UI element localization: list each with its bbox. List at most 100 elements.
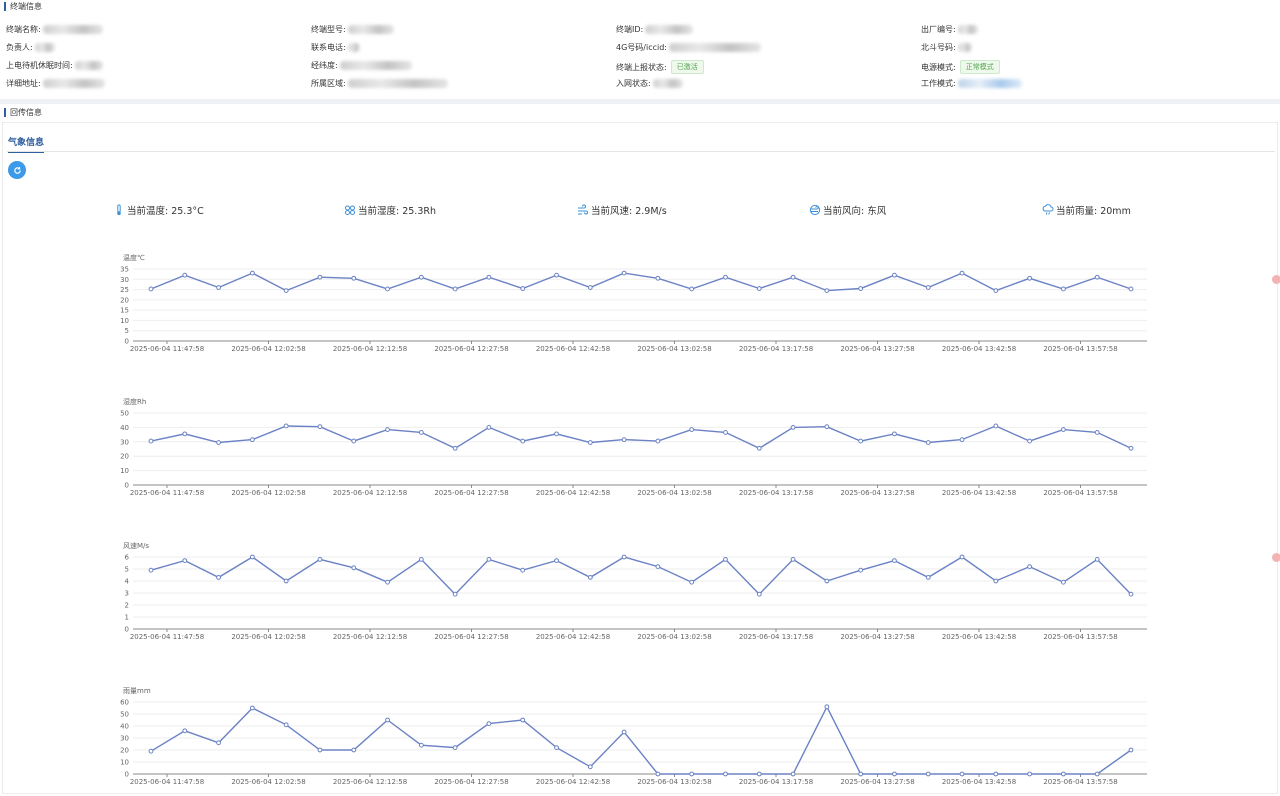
temperature-chart-svg: 温度℃ 0 5 10 15 20 25 30 35 2025-06-04 11:47:58 2025… — [120, 253, 1147, 353]
info-field-label: 终端型号: — [311, 25, 346, 34]
info-field-label: 工作模式: — [921, 79, 956, 88]
data-point — [723, 274, 728, 280]
y-tick-label: 1 — [125, 614, 129, 622]
x-tick-label: 2025-06-04 12:27:58 — [434, 778, 508, 786]
stat-wind-speed-text: 当前风速: 2.9M/s — [591, 206, 667, 217]
x-tick-label: 2025-06-04 13:57:58 — [1043, 345, 1117, 353]
x-tick-label: 2025-06-04 13:57:58 — [1043, 489, 1117, 497]
data-point — [418, 274, 424, 280]
data-point — [756, 286, 762, 291]
data-point — [1027, 564, 1033, 570]
x-tick-label: 2025-06-04 11:47:58 — [130, 633, 204, 641]
info-field-label: 详细地址: — [6, 79, 41, 88]
data-point — [1094, 430, 1100, 435]
x-tick-label: 2025-06-04 13:02:58 — [637, 778, 711, 786]
info-field: 终端型号: — [311, 24, 394, 35]
y-tick-label: 0 — [125, 482, 129, 490]
x-tick-label: 2025-06-04 13:17:58 — [739, 633, 813, 641]
data-point — [182, 728, 188, 734]
data-point — [1061, 771, 1066, 777]
info-field: 终端上报状态: 已激活 — [616, 60, 704, 74]
data-point — [1061, 427, 1066, 432]
data-point — [824, 704, 830, 710]
data-point — [1128, 591, 1134, 597]
data-point — [351, 565, 357, 571]
data-point — [858, 286, 864, 291]
tab-weather-info[interactable]: 气象信息 — [8, 135, 45, 153]
data-point — [723, 557, 728, 562]
data-point — [993, 423, 999, 429]
data-point — [520, 567, 526, 573]
x-tick-label: 2025-06-04 12:12:58 — [333, 489, 407, 497]
y-tick-label: 5 — [125, 566, 129, 574]
redacted-value — [652, 79, 683, 88]
data-point — [1128, 445, 1134, 451]
data-point — [1128, 747, 1134, 753]
data-point — [892, 771, 897, 777]
x-tick-label: 2025-06-04 12:02:58 — [231, 633, 305, 641]
data-point — [925, 575, 931, 580]
y-axis-label: 湿度Rh — [123, 397, 146, 406]
info-field: 所属区域: — [311, 78, 448, 89]
data-point — [418, 557, 424, 562]
data-point — [351, 275, 357, 281]
data-point — [283, 423, 289, 429]
data-point — [1061, 579, 1066, 585]
redacted-value — [42, 79, 105, 88]
info-field: 北斗号码: — [921, 42, 972, 53]
data-point — [655, 275, 661, 281]
info-field-label: 终端ID: — [616, 25, 644, 34]
y-tick-label: 20 — [120, 747, 129, 755]
data-point — [385, 579, 390, 585]
data-point — [148, 438, 154, 444]
data-point — [283, 578, 289, 584]
redacted-value — [347, 43, 360, 52]
data-point — [824, 578, 830, 584]
info-field-label: 所属区域: — [311, 79, 346, 88]
series-line — [150, 272, 1132, 292]
data-point — [216, 575, 221, 580]
info-field-label: 经纬度: — [311, 61, 338, 70]
data-point — [689, 771, 695, 777]
stat-wind-direction-text: 当前风向: 东风 — [823, 206, 887, 217]
info-field-label: 负责人: — [6, 43, 33, 52]
redacted-value — [645, 25, 694, 34]
x-tick-label: 2025-06-04 12:12:58 — [333, 345, 407, 353]
data-point — [1027, 438, 1033, 444]
data-point — [554, 431, 559, 437]
y-tick-label: 30 — [120, 735, 129, 743]
data-point — [655, 438, 661, 444]
rainfall-chart: 雨量mm 0 10 20 30 40 50 60 2025-06-04 11:47:58 2025… — [3, 684, 1163, 792]
data-point — [216, 440, 221, 445]
wind-speed-chart: 风速M/s 0 1 2 3 4 5 6 2025-06-04 11:47:58 2025-06-0… — [3, 539, 1163, 647]
data-point — [317, 557, 323, 562]
data-point — [1061, 286, 1066, 292]
data-point — [418, 430, 424, 435]
y-tick-label: 0 — [125, 771, 129, 779]
feedback-info-title: 回传信息 — [4, 108, 42, 117]
x-tick-label: 2025-06-04 12:42:58 — [536, 345, 610, 353]
data-point — [385, 427, 390, 432]
data-point — [554, 745, 559, 750]
refresh-button[interactable] — [8, 161, 26, 179]
data-point — [790, 425, 796, 430]
stat-rainfall: 当前雨量: 20mm — [1042, 203, 1131, 217]
side-indicator-dot — [1272, 553, 1280, 562]
redacted-value — [957, 43, 972, 52]
y-tick-label: 6 — [125, 554, 130, 562]
stat-humidity: 当前湿度: 25.3Rh — [344, 203, 436, 217]
x-tick-label: 2025-06-04 12:02:58 — [231, 778, 305, 786]
data-point — [587, 575, 593, 580]
feedback-panel: 气象信息 当前温度: 25.3°C 当前湿度: 25.3Rh 当前风速: 2.9… — [2, 122, 1280, 794]
wind-direction-icon — [809, 204, 821, 216]
data-point — [520, 438, 526, 444]
data-point — [993, 578, 999, 584]
x-tick-label: 2025-06-04 13:17:58 — [739, 489, 813, 497]
y-tick-label: 40 — [120, 424, 129, 432]
x-tick-label: 2025-06-04 12:12:58 — [333, 633, 407, 641]
data-point — [1094, 557, 1100, 562]
data-point — [182, 431, 188, 437]
data-point — [993, 288, 999, 293]
info-field-label: 电源模式: — [921, 62, 956, 72]
terminal-info-grid: 终端名称: 终端型号: 终端ID: 出厂编号: 负责人: 联系电话: 4G号码/iccid:… — [6, 24, 1274, 98]
